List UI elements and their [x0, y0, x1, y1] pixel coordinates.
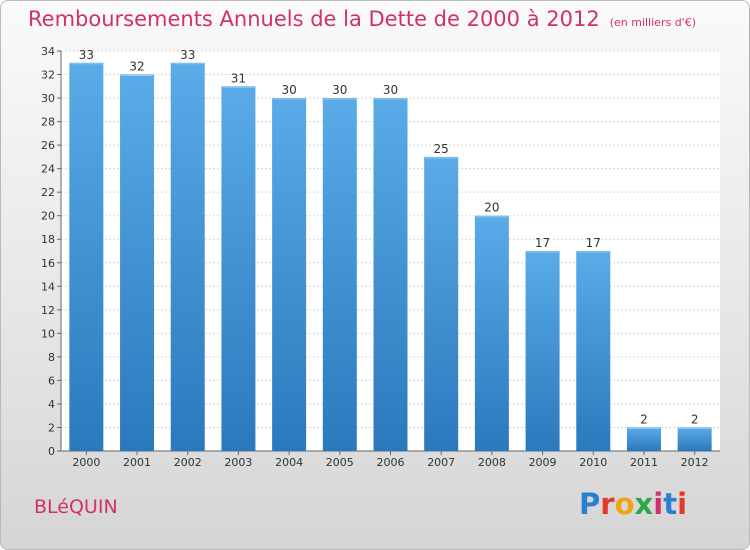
y-tick-label: 16 [41, 257, 55, 270]
y-tick-label: 8 [48, 351, 55, 364]
y-tick-label: 26 [41, 139, 55, 152]
bar-value-label: 32 [129, 60, 144, 74]
bar [677, 427, 712, 451]
bar-value-label: 17 [586, 236, 601, 250]
bar-value-label: 33 [180, 48, 195, 62]
bar-value-label: 2 [691, 412, 699, 426]
bar [69, 62, 104, 451]
x-tick-label: 2010 [579, 456, 607, 469]
chart-title-text: Remboursements Annuels de la Dette de 20… [28, 7, 600, 31]
x-tick-label: 2001 [123, 456, 151, 469]
logo-letter: r [600, 487, 615, 521]
bar [525, 251, 560, 451]
y-tick-label: 0 [48, 445, 55, 458]
logo-letter: t [663, 487, 678, 521]
bar-value-label: 2 [640, 412, 648, 426]
bar [576, 251, 611, 451]
bar-value-label: 20 [484, 201, 499, 215]
x-tick-label: 2006 [377, 456, 405, 469]
x-tick-label: 2007 [427, 456, 455, 469]
y-tick-label: 24 [41, 163, 55, 176]
x-tick-label: 2008 [478, 456, 506, 469]
bar [170, 62, 205, 451]
bar [626, 427, 661, 451]
y-tick-label: 34 [41, 45, 55, 58]
logo-letter: o [614, 487, 635, 521]
logo-letter: i [653, 487, 664, 521]
x-tick-label: 2005 [326, 456, 354, 469]
y-tick-label: 12 [41, 304, 55, 317]
x-tick-label: 2002 [174, 456, 202, 469]
logo-letter: P [579, 487, 601, 521]
y-tick-label: 28 [41, 116, 55, 129]
x-tick-label: 2011 [630, 456, 658, 469]
y-tick-label: 20 [41, 210, 55, 223]
bar-value-label: 30 [281, 83, 296, 97]
bar-value-label: 33 [79, 48, 94, 62]
bar [322, 98, 357, 451]
bar-value-label: 17 [535, 236, 550, 250]
chart-title: Remboursements Annuels de la Dette de 20… [28, 7, 696, 31]
y-tick-label: 14 [41, 280, 55, 293]
bar [120, 74, 155, 451]
y-tick-label: 10 [41, 327, 55, 340]
bar-value-label: 30 [332, 83, 347, 97]
bar-value-label: 31 [231, 71, 246, 85]
bar [474, 215, 509, 451]
y-tick-label: 32 [41, 69, 55, 82]
bar [373, 98, 408, 451]
commune-name: BLéQUIN [34, 496, 118, 518]
x-tick-label: 2003 [224, 456, 252, 469]
logo-letter: x [634, 487, 654, 521]
y-tick-label: 18 [41, 233, 55, 246]
bar [424, 156, 459, 451]
y-tick-label: 30 [41, 92, 55, 105]
x-tick-label: 2012 [681, 456, 709, 469]
logo-letter: i [677, 487, 688, 521]
y-tick-label: 2 [48, 421, 55, 434]
bar [221, 86, 256, 451]
y-tick-label: 4 [48, 398, 55, 411]
bar [272, 98, 307, 451]
y-tick-label: 22 [41, 186, 55, 199]
chart-subtitle: (en milliers d'€) [609, 16, 696, 29]
x-tick-label: 2004 [275, 456, 303, 469]
bar-value-label: 30 [383, 83, 398, 97]
bar-value-label: 25 [434, 142, 449, 156]
x-tick-label: 2000 [72, 456, 100, 469]
x-tick-label: 2009 [529, 456, 557, 469]
y-tick-label: 6 [48, 374, 55, 387]
proxiti-logo: Proxiti [579, 487, 687, 521]
